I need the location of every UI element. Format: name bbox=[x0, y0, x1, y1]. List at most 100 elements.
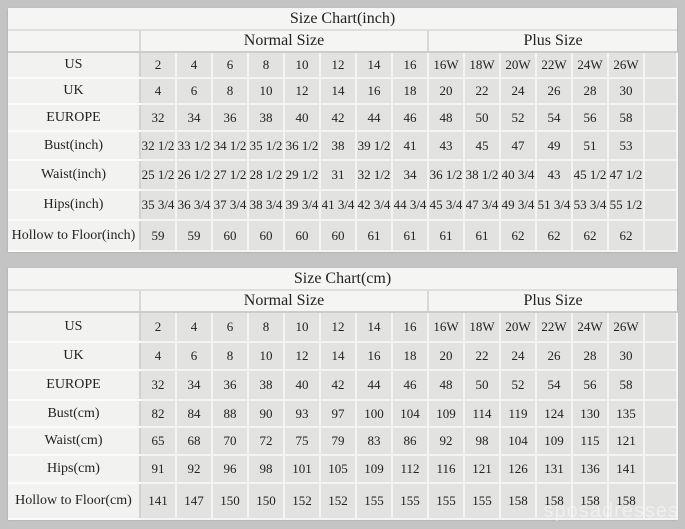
cell-value: 35 3/4 bbox=[139, 189, 177, 221]
cell-value: 38 1/2 bbox=[463, 159, 501, 191]
cell-value: 150 bbox=[211, 482, 249, 520]
filler-cell bbox=[642, 426, 679, 456]
cell-value: 96 bbox=[211, 454, 249, 484]
cell-value: 36 bbox=[211, 103, 249, 132]
cell-value: 46 bbox=[391, 103, 429, 132]
cell-value: 56 bbox=[571, 369, 609, 401]
cell-value: 16W bbox=[427, 51, 465, 79]
cell-value: 10 bbox=[283, 51, 321, 79]
cell-value: 39 1/2 bbox=[355, 130, 393, 161]
size-chart-inch-table: Size Chart(inch) Normal Size Plus Size U… bbox=[8, 8, 679, 252]
cell-value: 26 1/2 bbox=[175, 159, 213, 191]
cell-value: 38 bbox=[319, 130, 357, 161]
cell-value: 84 bbox=[175, 399, 213, 428]
cell-value: 30 bbox=[607, 77, 645, 105]
filler-cell bbox=[642, 130, 679, 161]
cell-value: 2 bbox=[139, 51, 177, 79]
cell-value: 45 3/4 bbox=[427, 189, 465, 221]
cell-value: 58 bbox=[607, 103, 645, 132]
table-row: Waist(inch) 25 1/2 26 1/2 27 1/2 28 1/2 29 1/… bbox=[8, 159, 679, 191]
cell-value: 16 bbox=[355, 341, 393, 371]
cell-value: 8 bbox=[211, 77, 249, 105]
cell-value: 60 bbox=[211, 219, 249, 252]
table-row: US 2 4 6 8 10 12 14 16 16W 18W 20W 22W 24W 26W bbox=[8, 311, 679, 343]
filler-cell bbox=[642, 369, 679, 401]
cell-value: 14 bbox=[355, 311, 393, 343]
cell-value: 155 bbox=[355, 482, 393, 520]
cell-value: 124 bbox=[535, 399, 573, 428]
cell-value: 75 bbox=[283, 426, 321, 456]
cell-value: 126 bbox=[499, 454, 537, 484]
cell-value: 141 bbox=[607, 454, 645, 484]
cell-value: 26 bbox=[535, 77, 573, 105]
cell-value: 4 bbox=[139, 77, 177, 105]
cell-value: 42 bbox=[319, 369, 357, 401]
cell-value: 30 bbox=[607, 341, 645, 371]
cell-value: 42 bbox=[319, 103, 357, 132]
table-row: Bust(inch) 32 1/2 33 1/2 34 1/2 35 1/2 36 1/2… bbox=[8, 130, 679, 161]
cell-value: 88 bbox=[211, 399, 249, 428]
row-label: US bbox=[8, 52, 141, 79]
filler-cell bbox=[642, 51, 679, 79]
cell-value: 20 bbox=[427, 341, 465, 371]
cell-value: 158 bbox=[607, 482, 645, 520]
table-row: UK 4 6 8 10 12 14 16 18 20 22 24 26 28 30 bbox=[8, 341, 679, 371]
cell-value: 155 bbox=[427, 482, 465, 520]
cell-value: 18W bbox=[463, 51, 501, 79]
cell-value: 18 bbox=[391, 341, 429, 371]
cell-value: 34 bbox=[175, 369, 213, 401]
cell-value: 51 bbox=[571, 130, 609, 161]
cell-value: 62 bbox=[607, 219, 645, 252]
group-header-row: Normal Size Plus Size bbox=[8, 30, 678, 53]
filler-cell bbox=[642, 189, 679, 221]
row-label: UK bbox=[8, 342, 141, 371]
cell-value: 22 bbox=[463, 341, 501, 371]
cell-value: 52 bbox=[499, 103, 537, 132]
row-label: Hips(cm) bbox=[8, 455, 141, 484]
cell-value: 93 bbox=[283, 399, 321, 428]
group-header-row: Normal Size Plus Size bbox=[8, 290, 678, 313]
cell-value: 91 bbox=[139, 454, 177, 484]
cell-value: 38 3/4 bbox=[247, 189, 285, 221]
cell-value: 105 bbox=[319, 454, 357, 484]
cell-value: 35 1/2 bbox=[247, 130, 285, 161]
cell-value: 43 bbox=[535, 159, 573, 191]
cell-value: 51 3/4 bbox=[535, 189, 573, 221]
cell-value: 61 bbox=[355, 219, 393, 252]
label-column-spacer bbox=[8, 290, 141, 313]
cell-value: 10 bbox=[247, 341, 285, 371]
cell-value: 47 bbox=[499, 130, 537, 161]
cell-value: 53 bbox=[607, 130, 645, 161]
cell-value: 29 1/2 bbox=[283, 159, 321, 191]
cell-value: 48 bbox=[427, 369, 465, 401]
table-row: EUROPE 32 34 36 38 40 42 44 46 48 50 52 54 56 58 bbox=[8, 103, 679, 132]
cell-value: 27 1/2 bbox=[211, 159, 249, 191]
row-label: Hips(inch) bbox=[8, 190, 141, 221]
cell-value: 47 3/4 bbox=[463, 189, 501, 221]
cell-value: 59 bbox=[175, 219, 213, 252]
filler-cell bbox=[642, 103, 679, 132]
cell-value: 62 bbox=[499, 219, 537, 252]
cell-value: 12 bbox=[319, 51, 357, 79]
cell-value: 18W bbox=[463, 311, 501, 343]
cell-value: 10 bbox=[283, 311, 321, 343]
cell-value: 32 bbox=[139, 103, 177, 132]
cell-value: 119 bbox=[499, 399, 537, 428]
cell-value: 46 bbox=[391, 369, 429, 401]
cell-value: 24 bbox=[499, 77, 537, 105]
cell-value: 40 bbox=[283, 369, 321, 401]
row-label: US bbox=[8, 312, 141, 343]
cell-value: 31 bbox=[319, 159, 357, 191]
filler-cell bbox=[642, 77, 679, 105]
cell-value: 109 bbox=[535, 426, 573, 456]
row-label: Waist(cm) bbox=[8, 427, 141, 456]
cell-value: 55 1/2 bbox=[607, 189, 645, 221]
cell-value: 49 3/4 bbox=[499, 189, 537, 221]
table-row: Hollow to Floor(cm) 141 147 150 150 152 152 155… bbox=[8, 482, 679, 520]
cell-value: 12 bbox=[283, 77, 321, 105]
cell-value: 36 1/2 bbox=[427, 159, 465, 191]
cell-value: 12 bbox=[283, 341, 321, 371]
cell-value: 79 bbox=[319, 426, 357, 456]
row-label: Bust(cm) bbox=[8, 400, 141, 428]
filler-cell bbox=[642, 311, 679, 343]
